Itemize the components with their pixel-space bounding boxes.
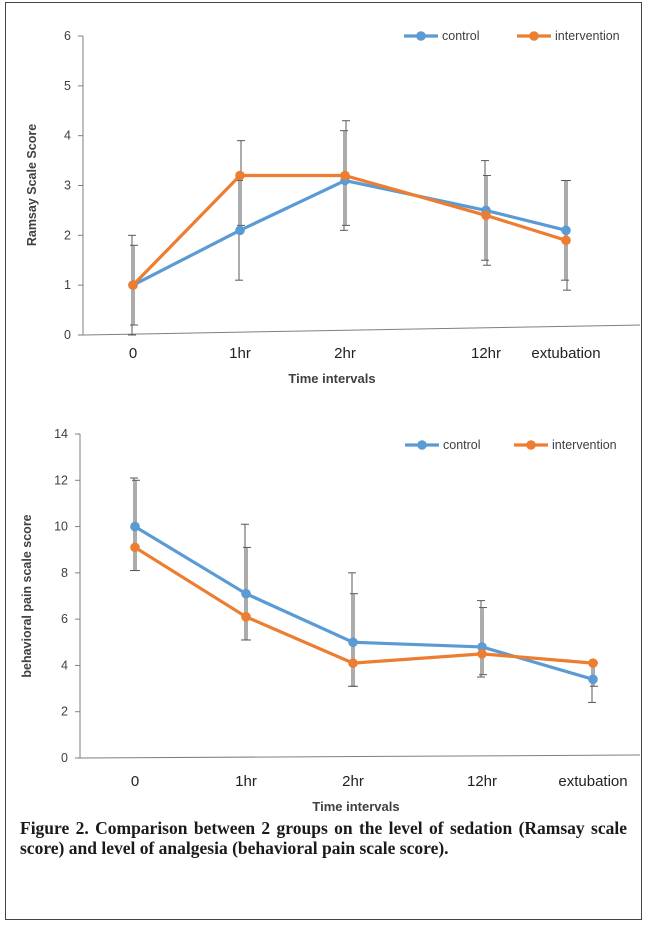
data-point-control <box>561 225 571 236</box>
x-tick-label: 2hr <box>342 773 364 790</box>
x-tick-label: 0 <box>129 345 137 362</box>
y-tick-label: 3 <box>64 179 71 193</box>
data-point-control <box>235 225 245 236</box>
y-tick-label: 8 <box>61 566 68 580</box>
data-point-intervention <box>235 170 245 181</box>
x-tick-label: 2hr <box>334 345 356 362</box>
legend-marker-intervention <box>529 31 539 41</box>
x-tick-label: 1hr <box>235 773 257 790</box>
data-point-control <box>348 637 358 648</box>
data-point-intervention <box>481 210 491 221</box>
y-tick-label: 1 <box>64 278 71 292</box>
data-point-intervention <box>477 649 487 659</box>
y-tick-label: 0 <box>61 751 68 765</box>
data-point-control <box>588 674 598 685</box>
series-line-intervention <box>131 173 567 287</box>
y-tick-label: 4 <box>61 658 68 672</box>
legend-label-intervention: intervention <box>552 438 617 452</box>
y-axis-title: Ramsay Scale Score <box>25 124 39 246</box>
y-tick-label: 2 <box>64 228 71 242</box>
data-point-intervention <box>348 658 358 668</box>
pain-chart: 0 2 4 6 8 10 12 14 0 1hr 2hr 12hr extubation Time int… <box>20 427 641 814</box>
legend-marker-intervention <box>526 440 536 450</box>
ramsay-chart: 0 1 2 3 4 5 6 0 1hr 2hr 12hr extubation Time interva… <box>25 29 641 383</box>
y-tick-label: 4 <box>64 129 71 143</box>
data-point-intervention <box>561 235 571 246</box>
y-tick-label: 14 <box>54 427 68 441</box>
data-point-intervention <box>588 658 598 668</box>
data-point-control <box>241 588 251 599</box>
y-tick-label: 6 <box>61 612 68 626</box>
x-tick-label: 1hr <box>229 345 251 362</box>
x-tick-label: extubation <box>558 773 627 790</box>
x-axis-line <box>79 754 641 759</box>
x-tick-label: 12hr <box>467 773 497 790</box>
series-line-intervention <box>134 546 594 665</box>
y-tick-label: 5 <box>64 79 71 93</box>
x-axis-title: Time intervals <box>288 371 375 383</box>
data-point-intervention <box>241 612 251 622</box>
x-axis-title: Time intervals <box>312 799 399 814</box>
y-tick-label: 6 <box>64 29 71 43</box>
y-tick-label: 12 <box>54 473 68 487</box>
data-point-control <box>130 521 140 532</box>
data-point-intervention <box>130 542 140 553</box>
data-point-intervention <box>340 170 350 181</box>
y-tick-label: 0 <box>64 328 71 342</box>
x-tick-label: 0 <box>131 773 139 790</box>
legend-label-control: control <box>442 29 480 43</box>
data-point-intervention <box>128 280 138 290</box>
series-line-control <box>132 178 567 287</box>
y-tick-label: 10 <box>54 520 68 534</box>
figure-caption: Figure 2. Comparison between 2 groups on… <box>20 818 627 858</box>
legend-marker-control <box>417 440 427 450</box>
x-tick-label: extubation <box>531 345 600 362</box>
figure-frame: 0 1 2 3 4 5 6 0 1hr 2hr 12hr extubation Time interva… <box>5 2 642 920</box>
legend-label-control: control <box>443 438 481 452</box>
y-axis-title: behavioral pain scale score <box>20 514 34 677</box>
legend-marker-control <box>416 31 426 41</box>
data-point-control <box>477 642 487 652</box>
x-axis-line <box>82 324 641 336</box>
legend-label-intervention: intervention <box>555 29 620 43</box>
x-tick-label: 12hr <box>471 345 501 362</box>
y-tick-label: 2 <box>61 705 68 719</box>
